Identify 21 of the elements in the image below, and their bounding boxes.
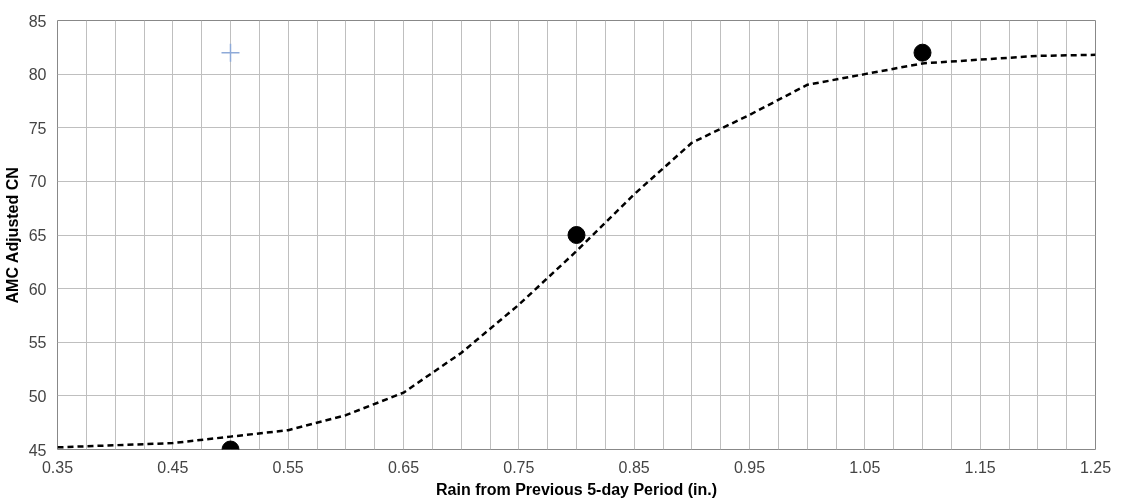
y-axis-title: AMC Adjusted CN — [3, 167, 21, 304]
y-tick-label: 60 — [28, 280, 47, 298]
x-tick-label: 0.85 — [618, 458, 650, 476]
y-tick-label: 55 — [28, 334, 47, 352]
x-tick-label: 0.95 — [733, 458, 766, 476]
x-tick-label: 0.35 — [41, 458, 74, 476]
x-tick-label: 0.65 — [387, 458, 420, 476]
x-tick-label: 0.55 — [272, 458, 304, 476]
x-tick-label: 0.45 — [157, 458, 189, 476]
x-axis-title: Rain from Previous 5-day Period (in.) — [436, 480, 717, 498]
y-tick-label: 75 — [28, 119, 47, 137]
x-tick-label: 1.05 — [849, 458, 881, 476]
y-tick-label: 50 — [28, 387, 47, 405]
x-tick-label: 1.25 — [1079, 458, 1112, 476]
x-tick-label: 1.15 — [964, 458, 996, 476]
y-tick-label: 45 — [28, 441, 47, 459]
x-tick-label: 0.75 — [503, 458, 535, 476]
y-tick-label: 65 — [28, 227, 47, 244]
y-tick-label: 80 — [28, 66, 47, 84]
y-tick-label: 85 — [28, 12, 47, 30]
y-tick-label: 70 — [28, 173, 47, 191]
